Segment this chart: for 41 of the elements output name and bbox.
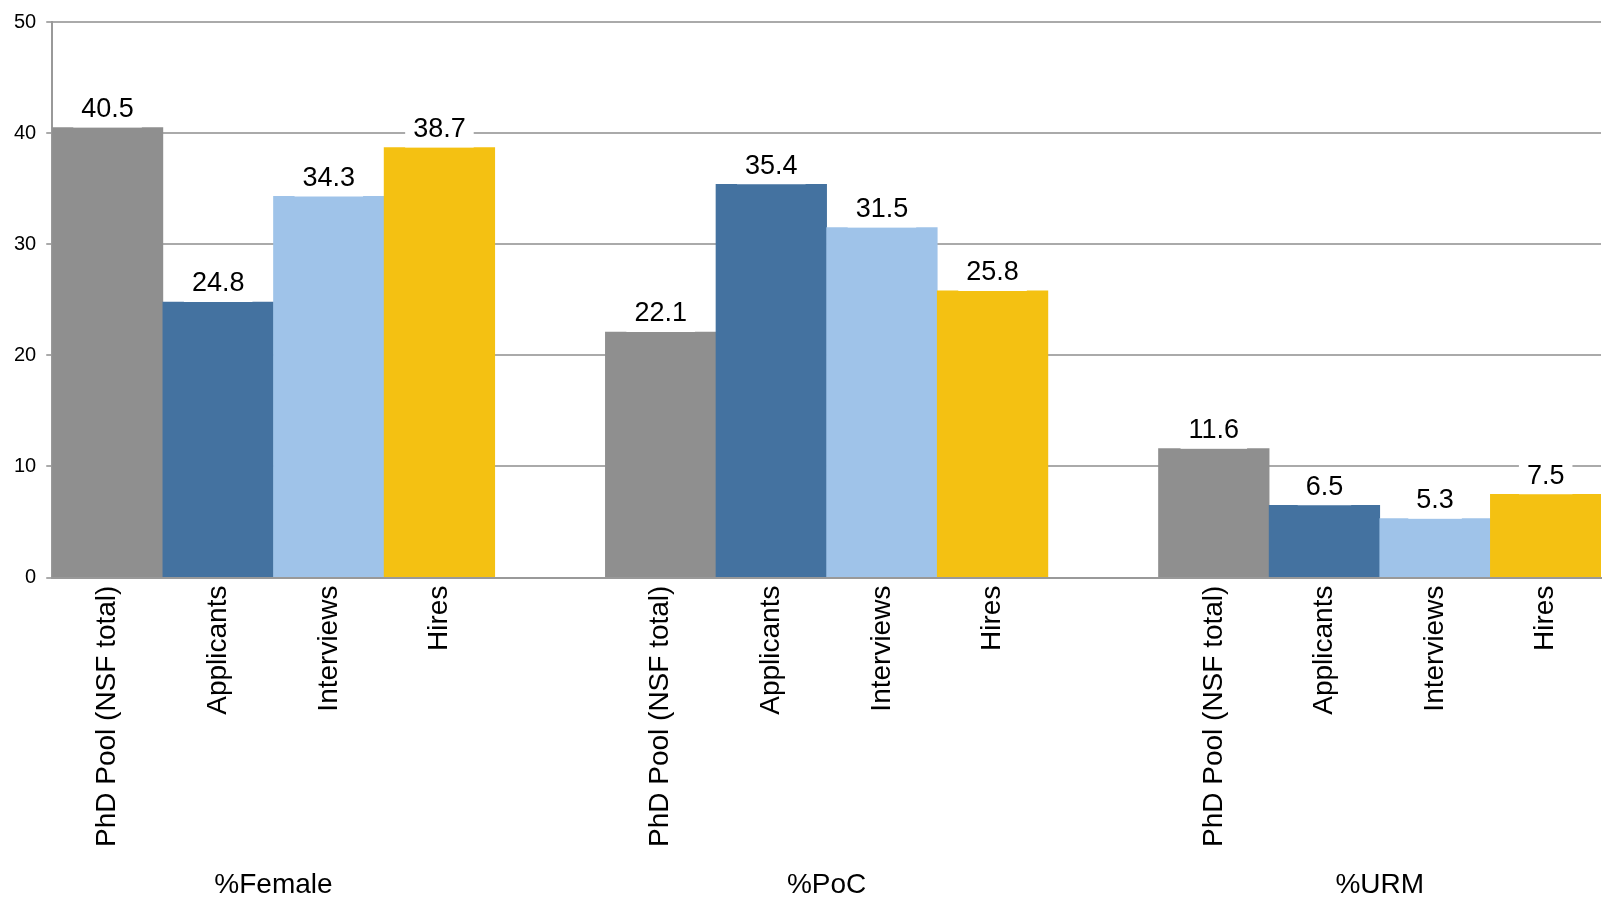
x-tick-label: Hires xyxy=(1528,585,1560,651)
x-tick-label: PhD Pool (NSF total) xyxy=(1196,585,1228,847)
data-label: 31.5 xyxy=(855,193,909,224)
x-tick-label: Applicants xyxy=(754,585,786,715)
data-label: 24.8 xyxy=(191,267,245,298)
x-tick-label: PhD Pool (NSF total) xyxy=(90,585,122,847)
data-label: 40.5 xyxy=(81,93,134,124)
bar xyxy=(162,301,274,577)
x-tick-label: Hires xyxy=(975,585,1007,651)
bar xyxy=(1490,493,1601,577)
x-tick-label: Interviews xyxy=(1417,585,1449,712)
y-tick-label: 0 xyxy=(25,565,37,588)
data-label: 11.6 xyxy=(1188,414,1240,445)
text: %PoC xyxy=(786,867,867,899)
data-label: 7.5 xyxy=(1526,459,1565,490)
bar xyxy=(826,227,938,577)
bar xyxy=(1268,505,1381,577)
data-label: 38.7 xyxy=(413,113,466,144)
bar xyxy=(273,196,385,577)
bar xyxy=(715,183,827,577)
data-label: 22.1 xyxy=(634,297,687,328)
bar xyxy=(1379,518,1491,577)
y-tick-label: 10 xyxy=(14,453,37,476)
y-tick-label: 30 xyxy=(14,231,37,254)
y-tick-label: 40 xyxy=(14,120,37,143)
x-tick-label: Interviews xyxy=(311,585,343,712)
x-tick-label: Applicants xyxy=(200,585,232,715)
text: %URM xyxy=(1335,867,1425,899)
x-tick-label: Interviews xyxy=(864,585,896,712)
data-label: 6.5 xyxy=(1305,470,1344,501)
x-tick-label: PhD Pool (NSF total) xyxy=(643,585,675,847)
data-label: 25.8 xyxy=(966,256,1019,287)
data-label: 35.4 xyxy=(745,149,798,180)
bar xyxy=(936,290,1049,577)
x-tick-label: Hires xyxy=(422,585,454,651)
x-tick-label: Applicants xyxy=(1307,585,1339,715)
data-label: 34.3 xyxy=(302,161,356,192)
y-tick-label: 50 xyxy=(14,9,37,32)
y-tick-label: 20 xyxy=(14,342,37,365)
text: %Female xyxy=(214,867,333,899)
data-label: 5.3 xyxy=(1416,484,1454,515)
